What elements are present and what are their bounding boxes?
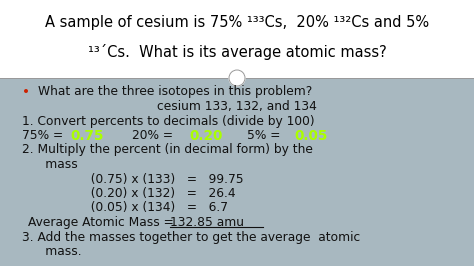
Text: (0.05) x (134)   =   6.7: (0.05) x (134) = 6.7 bbox=[52, 202, 228, 214]
Text: 2. Multiply the percent (in decimal form) by the: 2. Multiply the percent (in decimal form… bbox=[22, 143, 313, 156]
Text: cesium 133, 132, and 134: cesium 133, 132, and 134 bbox=[157, 100, 317, 113]
Text: Average Atomic Mass =: Average Atomic Mass = bbox=[28, 216, 178, 229]
FancyBboxPatch shape bbox=[0, 0, 474, 78]
Circle shape bbox=[229, 70, 245, 86]
Text: 0.20: 0.20 bbox=[189, 128, 222, 143]
Text: (0.20) x (132)   =   26.4: (0.20) x (132) = 26.4 bbox=[52, 187, 236, 200]
Text: (0.75) x (133)   =   99.75: (0.75) x (133) = 99.75 bbox=[52, 172, 244, 185]
Text: 5% =: 5% = bbox=[247, 129, 281, 142]
Text: ¹³´Cs.  What is its average atomic mass?: ¹³´Cs. What is its average atomic mass? bbox=[88, 44, 386, 60]
Text: •: • bbox=[22, 85, 30, 99]
Text: mass.: mass. bbox=[22, 245, 82, 258]
Text: 0.75: 0.75 bbox=[70, 128, 103, 143]
Text: What are the three isotopes in this problem?: What are the three isotopes in this prob… bbox=[38, 85, 312, 98]
Text: 75% =: 75% = bbox=[22, 129, 63, 142]
Text: 132.85 amu: 132.85 amu bbox=[170, 216, 244, 229]
Text: 3. Add the masses together to get the average  atomic: 3. Add the masses together to get the av… bbox=[22, 231, 360, 243]
Text: 1. Convert percents to decimals (divide by 100): 1. Convert percents to decimals (divide … bbox=[22, 114, 315, 127]
Text: mass: mass bbox=[22, 158, 78, 171]
Text: 20% =: 20% = bbox=[132, 129, 173, 142]
Text: A sample of cesium is 75% ¹³³Cs,  20% ¹³²Cs and 5%: A sample of cesium is 75% ¹³³Cs, 20% ¹³²… bbox=[45, 15, 429, 30]
Text: 0.05: 0.05 bbox=[294, 128, 328, 143]
